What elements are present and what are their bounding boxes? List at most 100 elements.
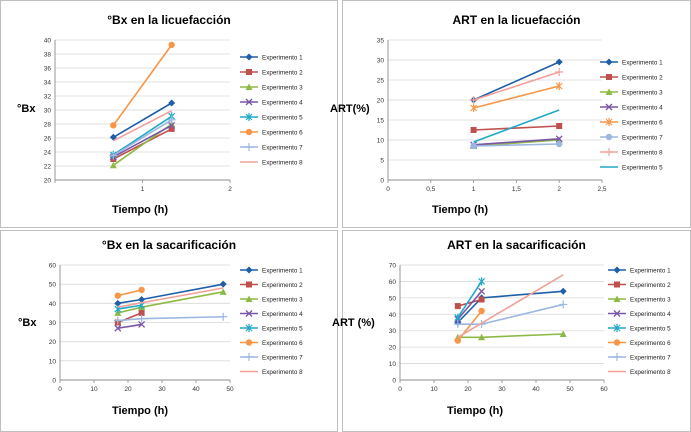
x-tick-label: 20 <box>464 386 472 393</box>
data-point <box>470 127 477 133</box>
series-experimento-5 <box>454 277 486 322</box>
x-tick-label: 60 <box>600 386 608 393</box>
y-tick-label: 24 <box>44 150 52 157</box>
data-point <box>114 299 122 307</box>
series-line <box>112 124 173 158</box>
legend-label: Experimento 3 <box>262 296 303 303</box>
y-tick-label: 30 <box>44 108 52 115</box>
legend-item: Experimento 6 <box>240 339 303 347</box>
legend-item: Experimento 8 <box>608 369 671 376</box>
data-point <box>109 151 118 160</box>
legend-label: Experimento 2 <box>630 282 671 289</box>
y-tick-label: 38 <box>44 52 52 59</box>
legend-item: Experimento 7 <box>608 353 671 361</box>
x-tick-label: 40 <box>532 386 540 393</box>
series-experimento-5 <box>109 112 176 159</box>
legend-label: Experimento 1 <box>262 54 303 61</box>
series-line <box>457 274 564 338</box>
y-tick-label: 22 <box>44 164 52 171</box>
data-point <box>453 320 462 329</box>
x-axis-label: Tiempo (h) <box>447 405 503 417</box>
data-point <box>478 287 486 295</box>
series-line <box>473 138 560 146</box>
series-experimento-5 <box>473 109 560 143</box>
data-point <box>605 103 613 111</box>
legend-label: Experimento 3 <box>622 89 663 96</box>
x-tick-label: 1 <box>472 186 476 193</box>
legend-item: Experimento 2 <box>608 281 671 289</box>
legend-item: Experimento 4 <box>600 103 663 111</box>
y-tick-label: 50 <box>49 282 57 289</box>
series-line <box>473 61 560 101</box>
data-point <box>556 140 563 148</box>
legend-label: Experimento 5 <box>630 325 671 332</box>
data-point <box>559 300 568 309</box>
y-tick-label: 40 <box>49 301 57 308</box>
legend-item: Experimento 6 <box>240 128 303 136</box>
data-point <box>114 324 122 332</box>
series-line <box>112 119 173 157</box>
data-point <box>613 324 621 332</box>
legend-item: Experimento 7 <box>240 143 303 151</box>
x-tick-label: 10 <box>430 386 438 393</box>
x-tick-label: 2 <box>557 186 561 193</box>
legend-label: Experimento 5 <box>622 164 663 171</box>
data-point <box>478 296 485 303</box>
data-point <box>559 287 567 295</box>
data-point <box>606 74 612 80</box>
series-line <box>112 115 173 156</box>
legend-label: Experimento 6 <box>630 340 671 347</box>
data-point <box>110 122 117 129</box>
series-line <box>473 85 560 109</box>
x-tick-label: 0 <box>386 186 390 193</box>
data-point <box>613 295 621 302</box>
legend-label: Experimento 1 <box>262 267 303 274</box>
series-line <box>112 44 173 126</box>
series-experimento-6 <box>114 286 145 299</box>
data-point <box>245 128 253 136</box>
series-line <box>117 323 142 330</box>
x-tick-label: 30 <box>158 386 166 393</box>
data-point <box>478 277 486 286</box>
x-tick-label: 50 <box>566 386 574 393</box>
x-axis-label: Tiempo (h) <box>112 204 168 216</box>
y-tick-label: 25 <box>377 78 385 85</box>
legend-label: Experimento 7 <box>622 134 663 141</box>
x-axis-label: Tiempo (h) <box>432 204 488 216</box>
series-experimento-8 <box>117 287 224 308</box>
series-experimento-2 <box>470 123 563 133</box>
x-tick-label: 2 <box>228 186 232 193</box>
legend-item: Experimento 8 <box>240 369 303 376</box>
data-point <box>470 142 477 150</box>
data-point <box>219 312 228 321</box>
chart-panel-3: °Bx en la sacarificación 0 10 20 30 40 50 60 0 10… <box>0 230 338 432</box>
legend-item: Experimento 1 <box>608 266 671 274</box>
x-tick-label: 30 <box>498 386 506 393</box>
data-point <box>137 314 146 323</box>
legend-item: Experimento 7 <box>600 133 663 141</box>
data-point <box>138 320 146 328</box>
chart-panel-1: °Bx en la licuefacción 20 22 24 26 28 30 32 34 36… <box>0 0 338 228</box>
series-experimento-7 <box>109 115 176 160</box>
series-experimento-4 <box>114 320 146 332</box>
data-point <box>245 310 253 317</box>
y-tick-label: 70 <box>389 263 397 270</box>
y-tick-label: 40 <box>389 312 397 319</box>
legend-item: Experimento 8 <box>600 148 663 156</box>
y-tick-label: 30 <box>49 320 57 327</box>
legend-item: Experimento 6 <box>600 118 663 126</box>
data-point <box>245 83 253 90</box>
data-point <box>138 309 145 316</box>
y-tick-label: 20 <box>49 339 57 346</box>
y-tick-label: 60 <box>49 263 57 270</box>
legend-label: Experimento 6 <box>622 119 663 126</box>
legend-label: Experimento 2 <box>622 74 663 81</box>
legend-label: Experimento 3 <box>630 296 671 303</box>
y-tick-label: 15 <box>377 118 385 125</box>
y-tick-label: 60 <box>389 279 397 286</box>
data-point <box>109 161 117 169</box>
series-line <box>473 125 560 131</box>
data-point <box>454 337 461 344</box>
data-point <box>614 281 620 288</box>
